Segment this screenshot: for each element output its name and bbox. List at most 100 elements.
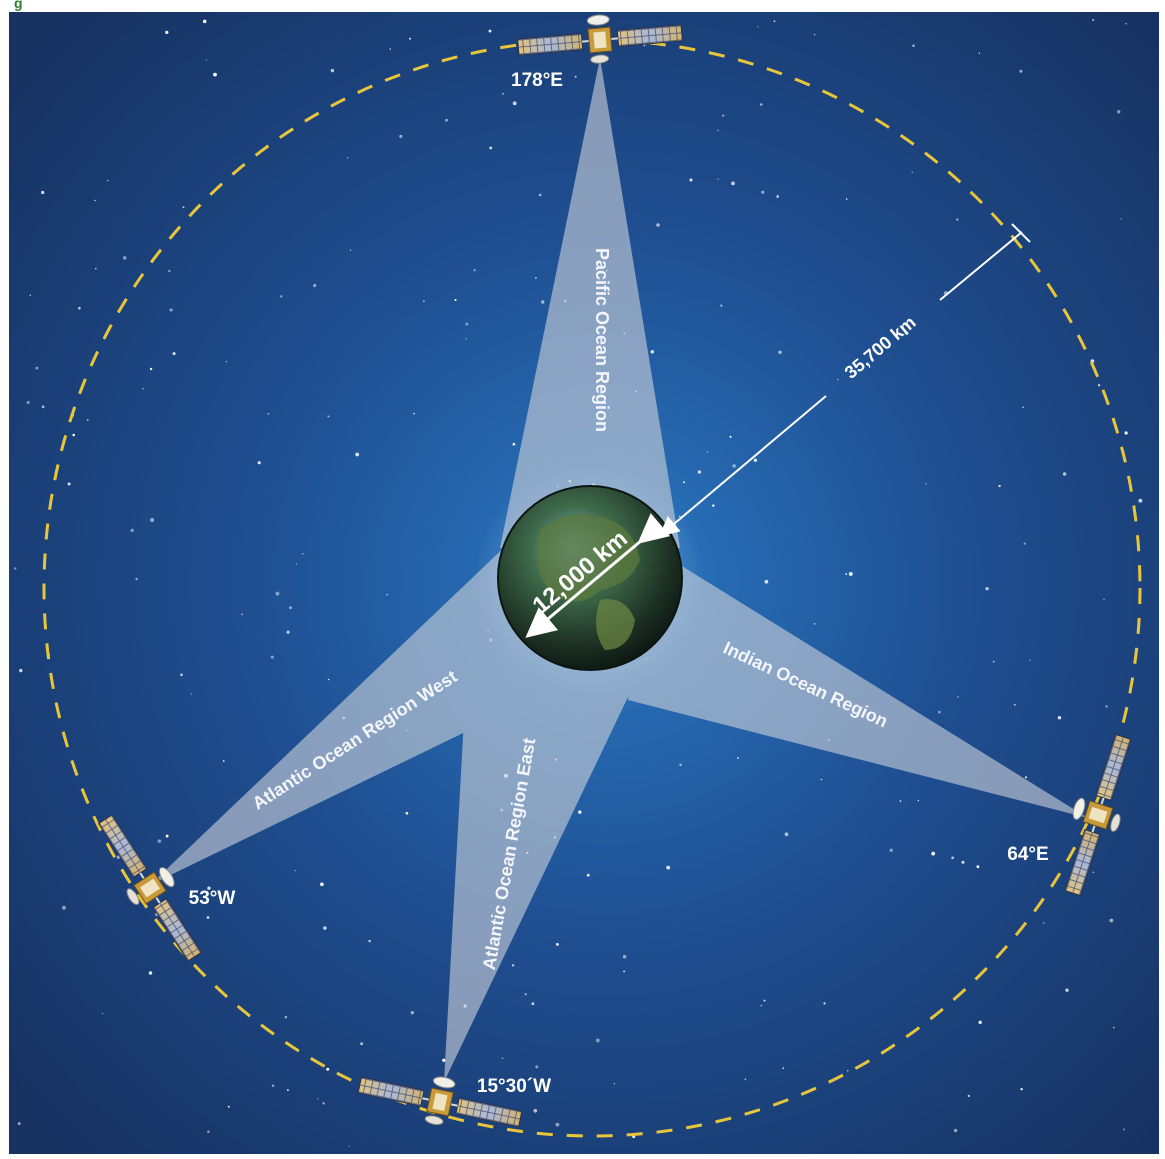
star	[556, 943, 559, 946]
star	[190, 693, 193, 695]
satellite-aor-west-label: 53°W	[189, 888, 236, 909]
star	[327, 415, 330, 418]
star	[538, 193, 542, 197]
distance-line-upper	[939, 231, 1023, 301]
star	[656, 223, 660, 227]
star	[757, 26, 759, 28]
star	[760, 1004, 763, 1007]
star	[1125, 23, 1127, 25]
star	[445, 118, 448, 122]
star	[512, 442, 516, 446]
star	[813, 623, 816, 625]
star	[938, 710, 941, 714]
star	[355, 452, 360, 457]
star	[978, 52, 981, 54]
star	[764, 579, 769, 584]
star	[413, 412, 415, 415]
star	[1112, 1026, 1115, 1029]
star	[323, 926, 327, 930]
star	[847, 1070, 849, 1072]
star	[773, 20, 776, 23]
star	[586, 873, 590, 877]
star	[729, 435, 732, 438]
star	[889, 848, 893, 852]
coverage-beams	[150, 58, 1088, 1082]
star	[912, 44, 915, 47]
star	[360, 1042, 364, 1046]
star	[776, 195, 780, 198]
star	[1019, 69, 1023, 73]
star	[149, 367, 153, 371]
star	[782, 1067, 785, 1070]
star	[1023, 542, 1026, 545]
star	[578, 810, 582, 814]
star	[845, 573, 848, 576]
star	[272, 1084, 275, 1087]
star	[1138, 498, 1143, 503]
star	[956, 218, 959, 221]
star	[295, 563, 298, 565]
star	[86, 418, 89, 421]
star	[78, 306, 81, 310]
star	[722, 114, 725, 117]
satellite-aor-east-label: 15°30´W	[477, 1076, 551, 1097]
star	[222, 760, 225, 762]
star	[346, 156, 349, 159]
star	[512, 101, 517, 106]
star	[29, 294, 32, 296]
star	[1103, 598, 1105, 600]
star	[712, 504, 715, 507]
star	[454, 299, 457, 302]
star	[1092, 19, 1095, 22]
star	[465, 338, 467, 340]
star	[1022, 406, 1025, 409]
star	[206, 916, 210, 919]
star	[813, 33, 816, 36]
star	[1109, 918, 1114, 923]
star	[142, 388, 144, 390]
star	[666, 865, 671, 870]
star	[422, 300, 425, 303]
star	[1116, 109, 1121, 114]
star	[717, 178, 719, 180]
star	[169, 308, 173, 312]
star	[845, 198, 848, 200]
star	[1124, 431, 1128, 435]
star	[116, 855, 120, 859]
star	[1043, 922, 1045, 924]
star	[165, 834, 169, 838]
star	[1120, 218, 1122, 220]
star	[225, 360, 228, 363]
star	[534, 276, 537, 279]
star	[165, 30, 169, 35]
star	[267, 412, 270, 415]
star	[731, 181, 735, 186]
star	[737, 757, 739, 759]
star	[911, 171, 914, 174]
star	[689, 178, 693, 182]
star	[207, 886, 211, 890]
star	[284, 1015, 288, 1019]
star	[1014, 703, 1016, 706]
star	[978, 1020, 982, 1025]
star	[967, 1094, 970, 1098]
star	[679, 763, 682, 767]
star	[931, 851, 936, 856]
distance-tick	[1011, 223, 1031, 243]
star	[286, 630, 290, 634]
star	[399, 134, 403, 138]
star	[899, 800, 902, 802]
star	[302, 553, 304, 555]
star	[533, 1108, 538, 1113]
beam-aor-east	[444, 610, 660, 1082]
star	[409, 37, 412, 40]
star	[823, 1002, 826, 1005]
star	[1029, 659, 1031, 662]
satellite-indian-label: 64°E	[1007, 844, 1048, 865]
star	[13, 567, 17, 570]
star	[535, 1065, 539, 1069]
star	[19, 668, 23, 673]
star	[473, 269, 476, 272]
star	[317, 1098, 319, 1100]
